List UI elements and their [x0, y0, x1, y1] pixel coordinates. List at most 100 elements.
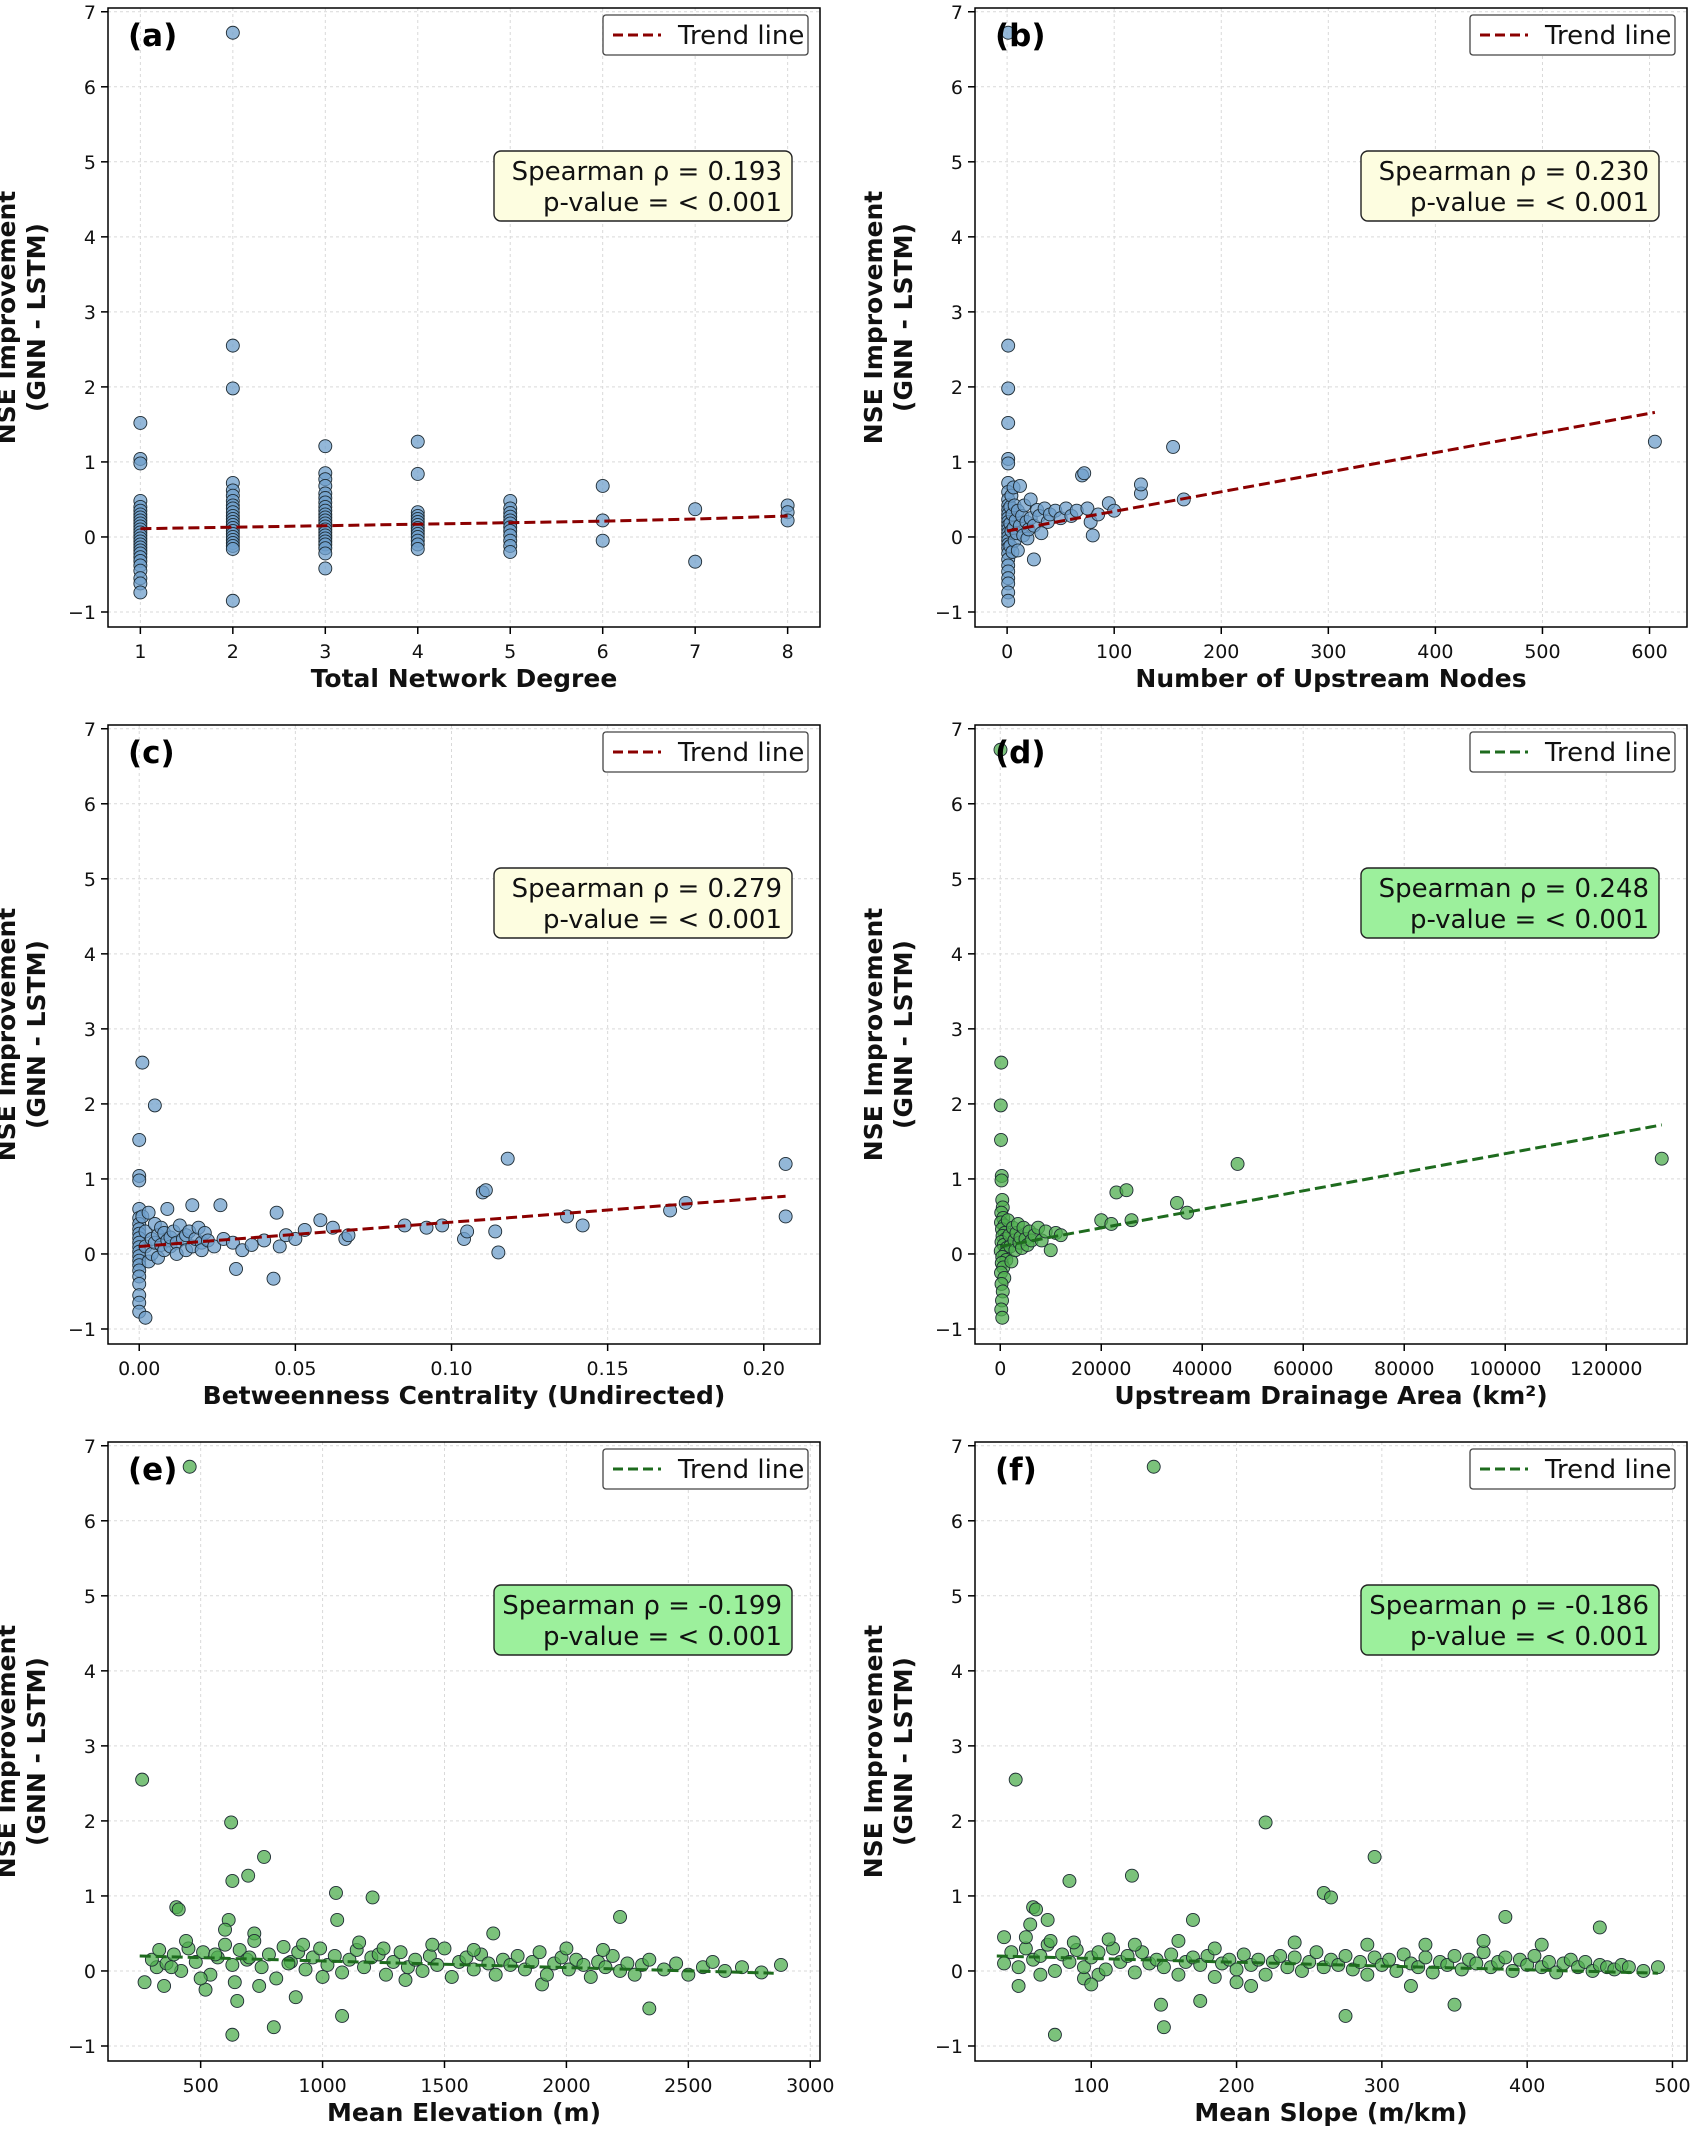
plot-frame: [107, 1441, 821, 2062]
spearman-text: Spearman ρ = 0.193: [512, 157, 782, 187]
data-point: [1360, 1937, 1375, 1952]
y-tick-label: 1: [951, 1886, 963, 1908]
data-point: [132, 1173, 147, 1188]
data-point: [1229, 1975, 1244, 1990]
data-point: [379, 1967, 393, 1982]
x-tick-label: 4: [412, 641, 424, 663]
stats-box: [493, 150, 793, 222]
y-tick-label: 0: [951, 1244, 963, 1266]
panel-label: (e): [128, 1452, 177, 1488]
legend-box: [602, 731, 809, 773]
y-tick-label: 7: [951, 2, 963, 24]
data-point: [1101, 1932, 1116, 1947]
data-point: [225, 542, 240, 556]
data-point: [252, 1979, 267, 1993]
y-tick-label: 4: [84, 944, 96, 966]
data-point: [1476, 1934, 1491, 1948]
x-tick-label: 40000: [1172, 1358, 1232, 1380]
data-point: [1077, 1960, 1091, 1975]
data-point: [488, 1967, 503, 1982]
x-tick-label: 7: [689, 641, 701, 663]
data-point: [1520, 1958, 1535, 1972]
legend-label: Trend line: [1544, 21, 1671, 51]
data-point: [1154, 1997, 1168, 2012]
x-tick-label: 80000: [1374, 1358, 1434, 1380]
legend-box: [1469, 1448, 1676, 1490]
data-point: [583, 1970, 598, 1984]
y-axis-label: NSE Improvement(GNN - LSTM): [0, 191, 51, 445]
x-tick-label: 400: [1509, 2075, 1545, 2097]
panel-label: (d): [995, 735, 1046, 771]
data-point: [1127, 1965, 1142, 1980]
trend-line: [999, 1123, 1663, 1248]
data-point: [1186, 1912, 1200, 1927]
trend-line: [1006, 410, 1656, 533]
data-point: [1047, 1964, 1062, 1978]
y-tick-label: 4: [951, 1661, 963, 1683]
data-point: [1098, 1962, 1113, 1977]
data-point: [1244, 1979, 1259, 1993]
data-point: [171, 1902, 186, 1917]
data-point: [232, 1943, 247, 1957]
y-tick-label: 3: [84, 302, 96, 324]
data-point: [503, 545, 518, 559]
data-point: [269, 1205, 284, 1220]
data-point: [466, 1943, 481, 1957]
data-point: [642, 2001, 657, 2016]
data-point: [997, 1956, 1012, 1971]
data-point: [313, 1213, 328, 1228]
plot-frame: [974, 7, 1688, 628]
x-tick-label: 0.15: [586, 1358, 628, 1380]
data-point: [1001, 381, 1016, 396]
data-point: [157, 1979, 172, 1993]
scatter-points: [997, 1459, 1665, 2042]
panel-e: −1 0 1 2 3 4 5 6 7 500 1000 1500 2000 2500 3000 Mean El…: [0, 1436, 834, 2127]
x-tick-label: 2000: [542, 2075, 590, 2097]
y-tick-label: −1: [935, 1319, 963, 1341]
y-tick-label: 5: [951, 869, 963, 891]
y-tick-label: 1: [84, 1169, 96, 1191]
data-point: [1309, 1945, 1324, 1960]
data-point: [225, 1873, 240, 1888]
x-axis-label: Number of Upstream Nodes: [1135, 664, 1526, 693]
data-point: [1010, 543, 1025, 558]
y-tick-label: 6: [84, 1511, 96, 1533]
y-tick-label: 6: [951, 794, 963, 816]
data-point: [410, 542, 425, 556]
legend-label: Trend line: [677, 21, 804, 51]
data-point: [160, 1201, 175, 1216]
y-tick-label: 2: [84, 377, 96, 399]
y-tick-label: 4: [951, 944, 963, 966]
x-axis-label: Total Network Degree: [311, 664, 618, 693]
y-tick-label: 5: [84, 1586, 96, 1608]
data-point: [1498, 1950, 1513, 1965]
data-point: [224, 1815, 239, 1830]
data-point: [135, 1772, 150, 1787]
data-point: [133, 415, 148, 430]
scatter-points: [132, 1055, 793, 1325]
stats-box: [493, 1584, 793, 1656]
data-point: [595, 533, 610, 548]
data-point: [994, 1055, 1009, 1070]
data-point: [213, 1198, 228, 1213]
data-point: [1636, 1964, 1651, 1978]
y-axis-label: NSE Improvement(GNN - LSTM): [859, 191, 918, 445]
y-tick-label: 6: [951, 1511, 963, 1533]
data-point: [491, 1245, 506, 1260]
y-tick-label: 1: [951, 1169, 963, 1191]
data-point: [460, 1224, 475, 1239]
data-point: [1578, 1955, 1593, 1969]
data-point: [1062, 1873, 1077, 1888]
data-point: [510, 1949, 525, 1963]
data-point: [1287, 1950, 1302, 1965]
data-point: [444, 1970, 459, 1984]
data-point: [1119, 1183, 1134, 1198]
data-point: [341, 1228, 356, 1243]
data-point: [185, 1198, 200, 1213]
data-point: [315, 1970, 330, 1984]
data-point: [207, 1239, 222, 1254]
x-tick-label: 400: [1417, 641, 1453, 663]
data-point: [1156, 2020, 1171, 2035]
y-tick-label: 1: [84, 452, 96, 474]
data-point: [1166, 439, 1181, 454]
